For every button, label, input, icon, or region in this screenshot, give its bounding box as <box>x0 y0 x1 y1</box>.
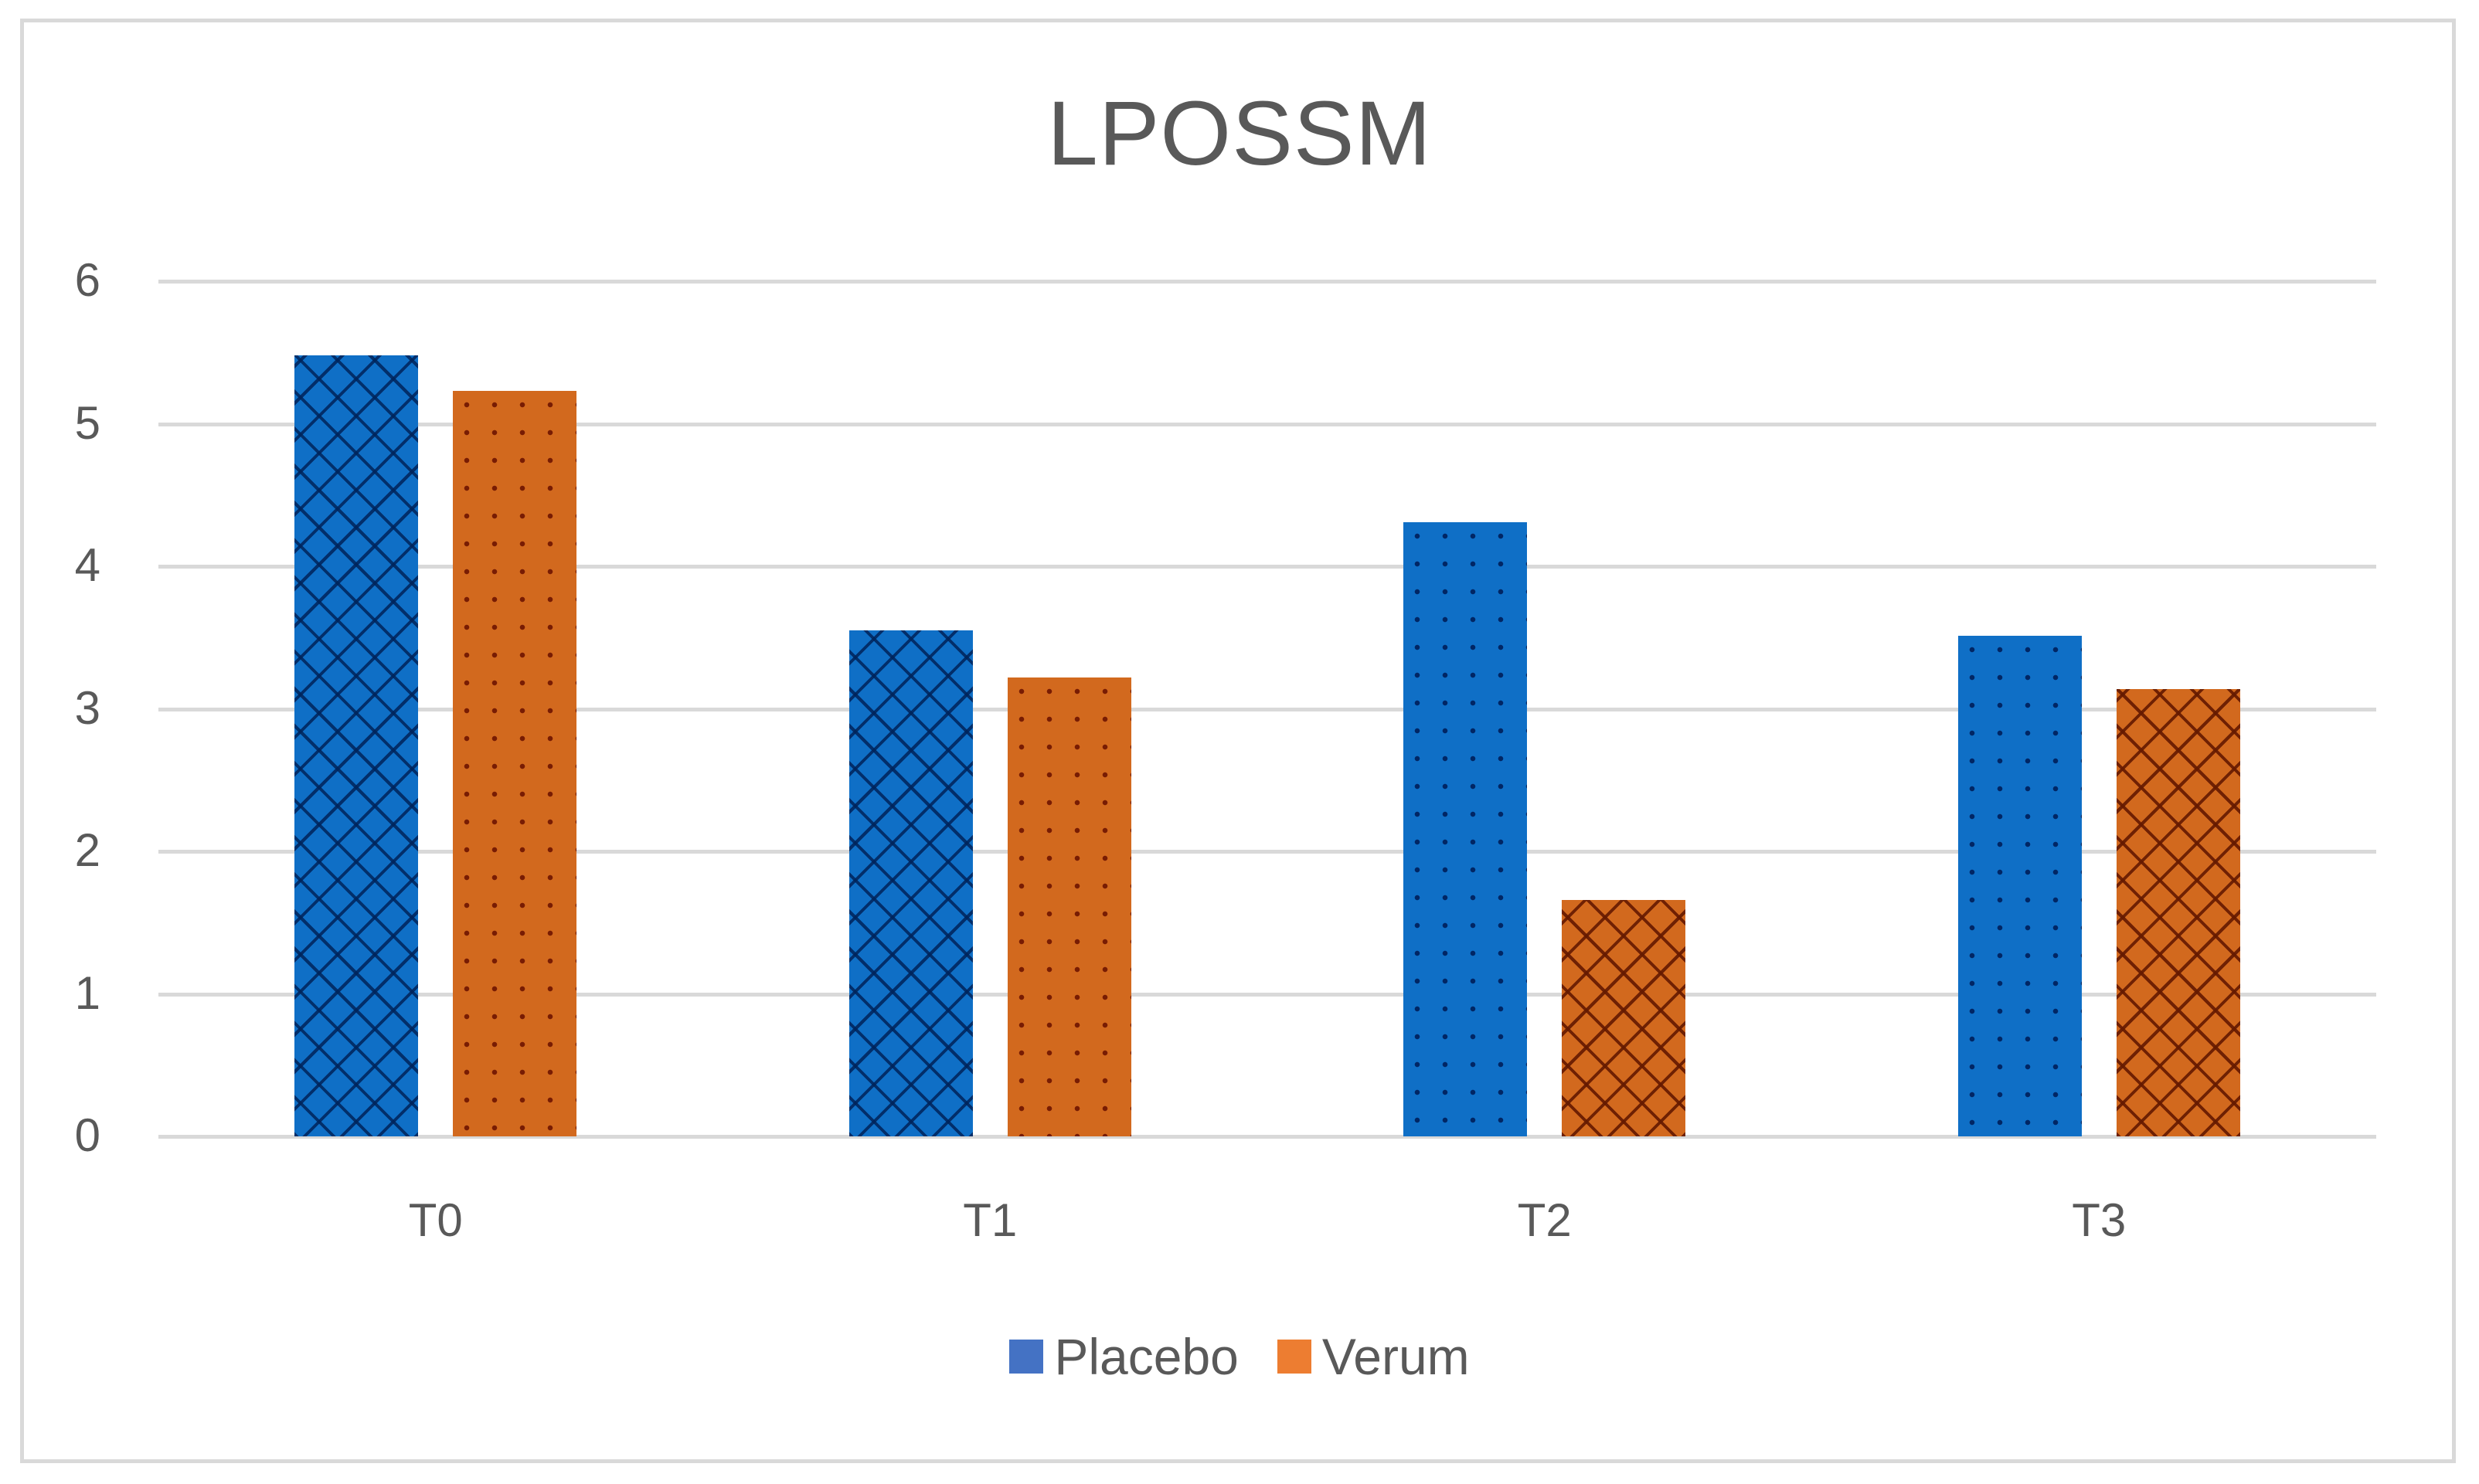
x-tick-label: T2 <box>1517 1194 1572 1246</box>
placebo-swatch-icon <box>1009 1340 1044 1374</box>
y-tick-label: 6 <box>74 254 100 306</box>
legend: Placebo Verum <box>0 1327 2479 1386</box>
gridline <box>158 565 2376 569</box>
x-tick-label: T0 <box>408 1194 463 1246</box>
chart-title: LPOSSM <box>1047 83 1432 185</box>
bar-verum-t3[interactable] <box>2116 688 2240 1136</box>
y-tick-label: 1 <box>74 966 100 1019</box>
x-tick-label: T1 <box>963 1194 1018 1246</box>
bar-placebo-t1[interactable] <box>848 630 973 1136</box>
legend-item-verum[interactable]: Verum <box>1277 1327 1470 1386</box>
gridline <box>158 850 2376 854</box>
legend-item-placebo[interactable]: Placebo <box>1009 1327 1239 1386</box>
y-tick-label: 3 <box>74 681 100 734</box>
legend-label-placebo: Placebo <box>1054 1328 1239 1385</box>
verum-swatch-icon <box>1277 1340 1311 1374</box>
gridline <box>158 707 2376 711</box>
gridline <box>158 992 2376 997</box>
y-tick-label: 2 <box>74 824 100 876</box>
bar-verum-t1[interactable] <box>1007 677 1131 1136</box>
gridline <box>158 422 2376 426</box>
gridline <box>158 280 2376 284</box>
x-tick-label: T3 <box>2072 1194 2127 1246</box>
bar-verum-t0[interactable] <box>453 391 577 1136</box>
gridline <box>158 1135 2376 1139</box>
bar-placebo-t2[interactable] <box>1403 521 1528 1136</box>
bar-verum-t2[interactable] <box>1562 899 1686 1136</box>
y-tick-label: 0 <box>74 1109 100 1161</box>
y-tick-label: 5 <box>74 396 100 449</box>
bar-placebo-t3[interactable] <box>1957 636 2082 1136</box>
bar-placebo-t0[interactable] <box>294 355 419 1136</box>
legend-label-verum: Verum <box>1321 1328 1470 1385</box>
y-tick-label: 4 <box>74 539 100 591</box>
